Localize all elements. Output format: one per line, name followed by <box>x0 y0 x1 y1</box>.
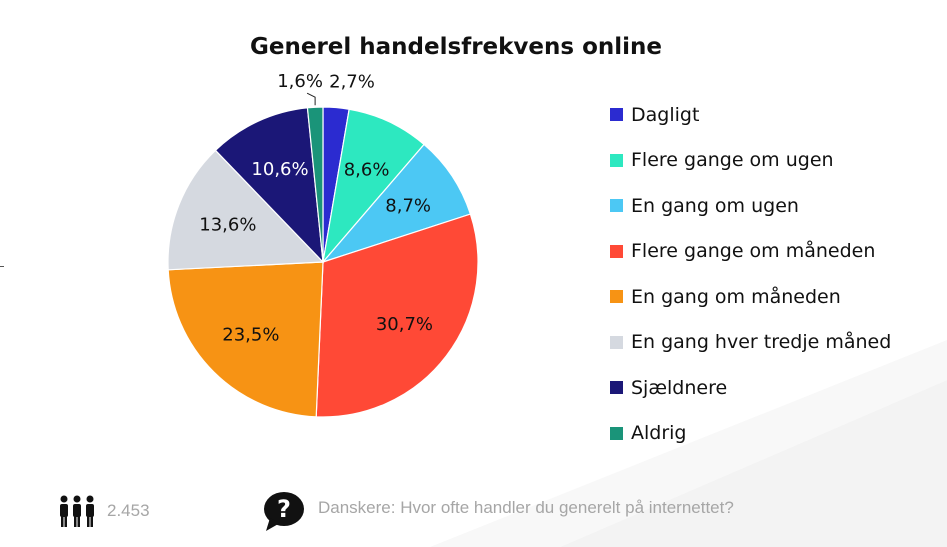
axis-tick-mark <box>0 266 4 267</box>
legend-item-aldrig: Aldrig <box>610 415 891 461</box>
legend-swatch <box>610 335 623 349</box>
pie-slice-flere-gange-om-ugen <box>322 108 425 265</box>
legend-label: Flere gange om ugen <box>631 149 834 172</box>
respondent-count: 2.453 <box>107 501 150 520</box>
slice-data-label: 23,5% <box>222 325 279 346</box>
legend-item-flere-gange-om-maaneden: Flere gange om måneden <box>610 233 891 279</box>
slice-data-label: 2,7% <box>329 72 375 93</box>
slice-data-label: 8,7% <box>385 195 431 216</box>
slice-data-label: 1,6% <box>277 71 323 92</box>
question-bubble-icon: ? <box>264 492 304 531</box>
legend-label: Flere gange om måneden <box>631 240 876 263</box>
legend-item-en-gang-hver-tredje-maaned: En gang hver tredje måned <box>610 324 891 370</box>
legend-label: En gang hver tredje måned <box>631 331 892 354</box>
pie-slice-en-gang-hver-tredje-maaned <box>167 149 325 271</box>
legend-swatch <box>610 108 623 122</box>
legend-item-flere-gange-om-ugen: Flere gange om ugen <box>610 142 891 188</box>
legend-item-en-gang-om-ugen: En gang om ugen <box>610 187 891 233</box>
legend-label: Dagligt <box>631 103 700 126</box>
chart-legend: Dagligt Flere gange om ugen En gang om uge… <box>610 96 891 460</box>
chart-title: Generel handelsfrekvens online <box>250 34 663 60</box>
legend-label: Aldrig <box>631 422 687 445</box>
slice-data-label: 10,6% <box>251 159 308 180</box>
pie-slice-flere-gange-om-maaneden <box>315 213 479 418</box>
legend-swatch <box>610 426 623 440</box>
legend-label: Sjældnere <box>631 376 728 399</box>
survey-question: Danskere: Hvor ofte handler du generelt … <box>318 498 734 517</box>
legend-swatch <box>610 290 623 304</box>
leader-line <box>306 92 316 106</box>
pie-slice-aldrig <box>306 106 324 263</box>
legend-item-sjaeldnere: Sjældnere <box>610 369 891 415</box>
slice-data-label: 8,6% <box>344 159 390 180</box>
legend-swatch <box>610 199 623 213</box>
pie-slice-en-gang-om-maaneden <box>167 261 324 418</box>
legend-label: En gang om måneden <box>631 285 841 308</box>
legend-item-en-gang-om-maaneden: En gang om måneden <box>610 278 891 324</box>
svg-text:?: ? <box>277 495 291 523</box>
pie-slice-en-gang-om-ugen <box>321 143 472 264</box>
legend-label: En gang om ugen <box>631 194 799 217</box>
people-icon <box>60 495 94 527</box>
legend-swatch <box>610 381 623 395</box>
slice-data-label: 30,7% <box>376 314 433 335</box>
pie-slice-sjaeldnere <box>214 107 324 264</box>
legend-swatch <box>610 244 623 258</box>
legend-swatch <box>610 153 623 167</box>
slice-data-label: 13,6% <box>199 214 256 235</box>
legend-item-dagligt: Dagligt <box>610 96 891 142</box>
